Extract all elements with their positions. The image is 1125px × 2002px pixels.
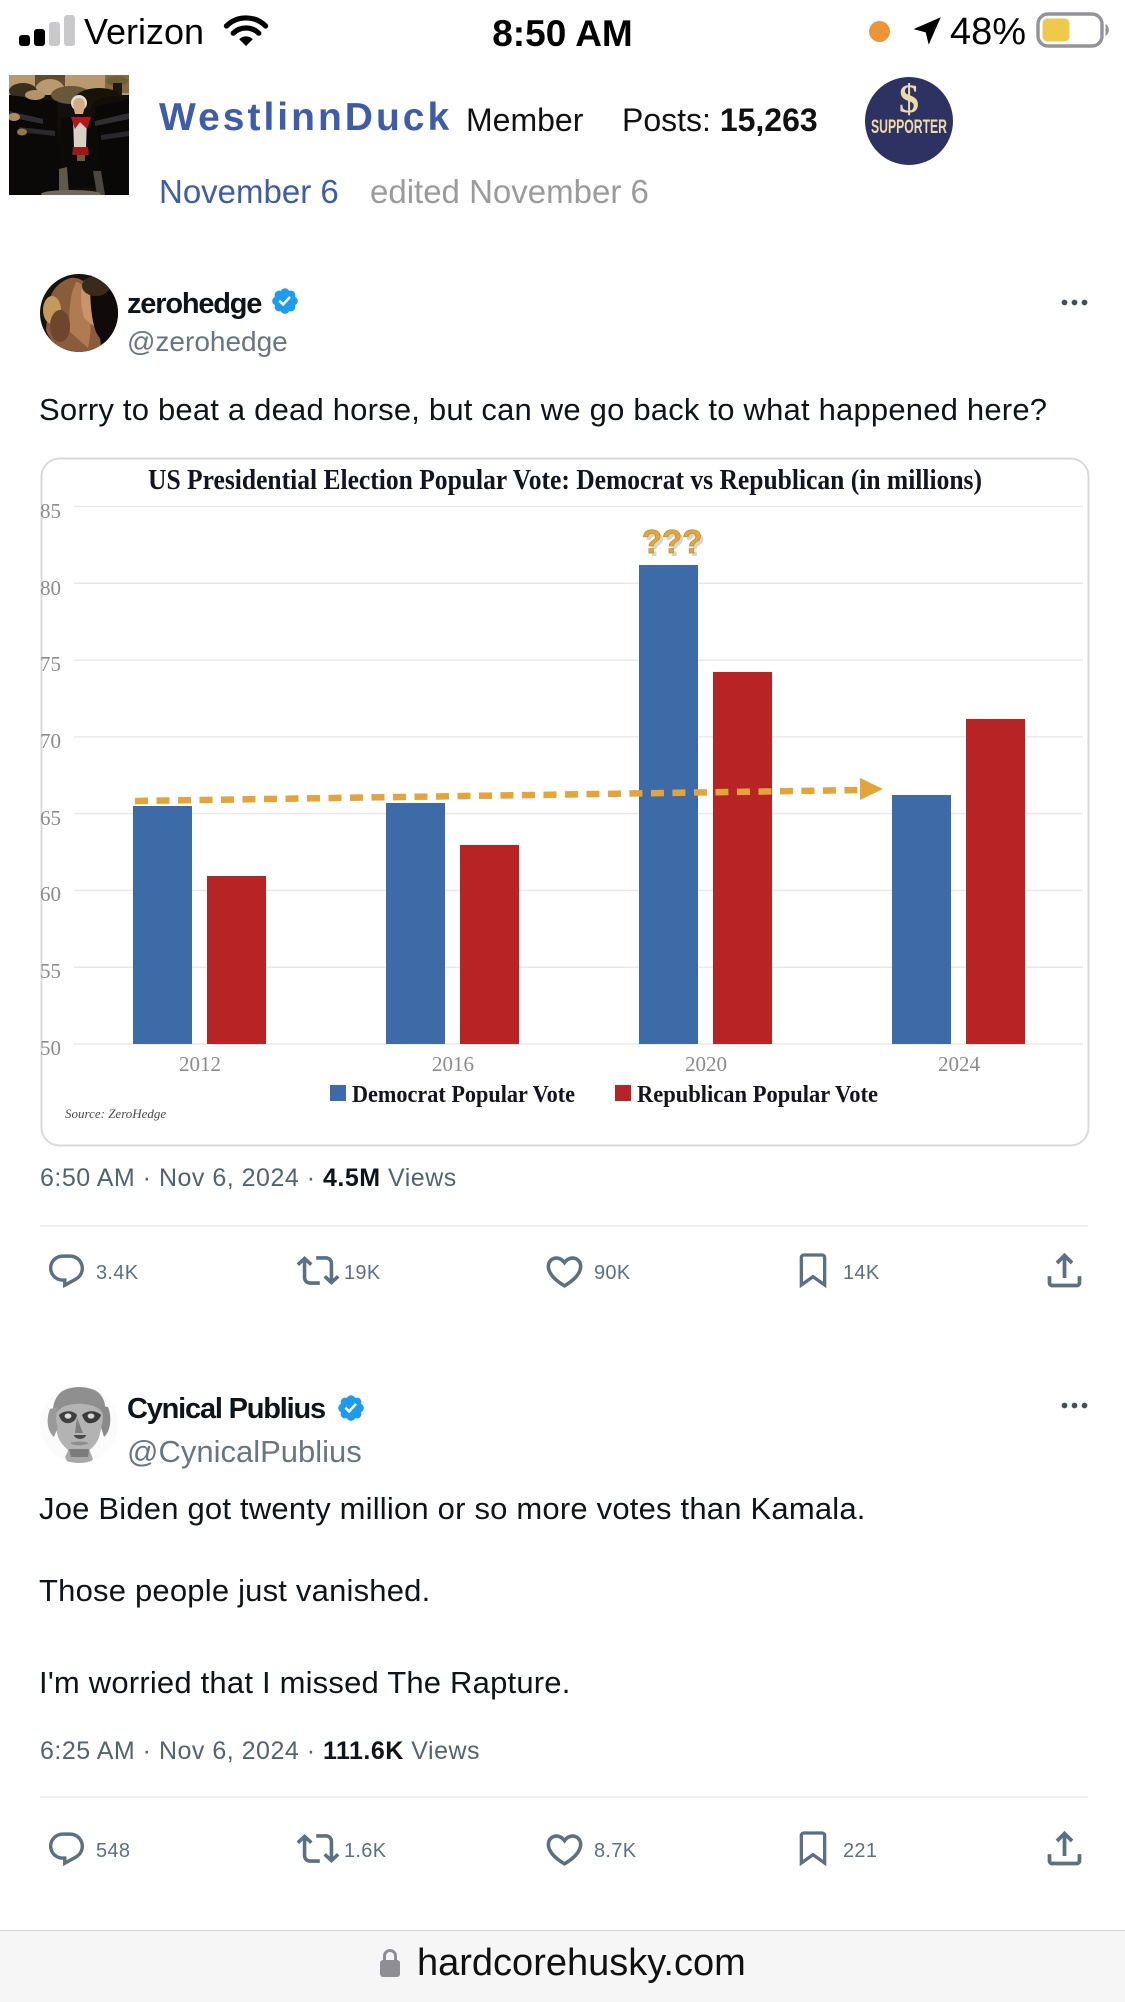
svg-text:50: 50 bbox=[40, 1036, 61, 1060]
svg-text:2016: 2016 bbox=[432, 1052, 474, 1076]
svg-text:2012: 2012 bbox=[179, 1052, 221, 1076]
svg-text:2024: 2024 bbox=[938, 1052, 981, 1076]
svg-text:US Presidential Election Popul: US Presidential Election Popular Vote: D… bbox=[148, 465, 982, 496]
svg-text:85: 85 bbox=[40, 499, 61, 523]
svg-text:Source: ZeroHedge: Source: ZeroHedge bbox=[65, 1106, 166, 1121]
svg-text:60: 60 bbox=[40, 882, 61, 906]
svg-text:55: 55 bbox=[40, 959, 61, 983]
svg-text:70: 70 bbox=[40, 729, 61, 753]
svg-text:???: ??? bbox=[642, 523, 702, 560]
svg-text:80: 80 bbox=[40, 576, 61, 600]
svg-text:SUPPORTER: SUPPORTER bbox=[871, 117, 947, 138]
svg-text:???: ??? bbox=[645, 526, 705, 563]
svg-text:75: 75 bbox=[40, 652, 61, 676]
svg-text:$: $ bbox=[899, 76, 919, 121]
svg-text:65: 65 bbox=[40, 806, 61, 830]
svg-text:Republican Popular Vote: Republican Popular Vote bbox=[637, 1082, 878, 1108]
svg-text:2020: 2020 bbox=[685, 1052, 727, 1076]
svg-text:Democrat Popular Vote: Democrat Popular Vote bbox=[352, 1082, 575, 1108]
